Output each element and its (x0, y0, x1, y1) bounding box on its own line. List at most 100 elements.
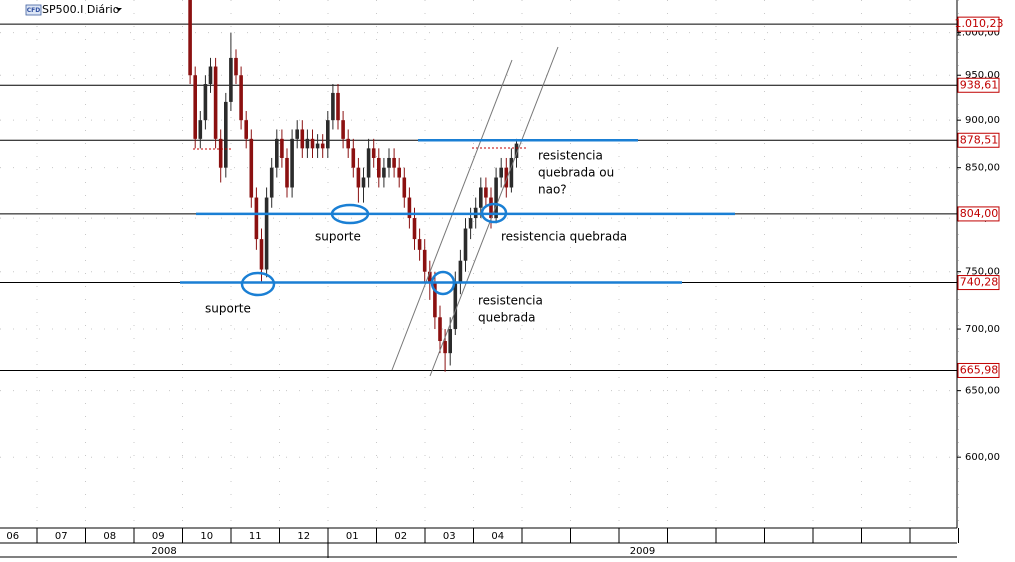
price-tag-label: 665,98 (960, 363, 999, 376)
year-label: 2008 (151, 546, 176, 557)
candle-body (315, 143, 320, 149)
x-tick-label: 11 (249, 531, 262, 542)
price-tag (957, 132, 1000, 148)
candle-body (198, 120, 203, 139)
candle-body (234, 57, 238, 76)
candle-body (468, 218, 473, 229)
candle-body (203, 84, 208, 121)
y-tick-label: 900,00 (965, 115, 1000, 126)
price-tag (957, 206, 1000, 222)
candle-body (509, 157, 514, 188)
x-tick-label: 02 (394, 531, 407, 542)
candle-body (259, 239, 264, 270)
candle-body (387, 157, 391, 168)
candle-body (377, 157, 381, 178)
candle-body (264, 197, 269, 270)
candle-body (208, 66, 213, 85)
candle-body (188, 0, 192, 76)
candle-body (453, 282, 458, 330)
candle-body (407, 197, 412, 219)
candle-body (351, 148, 356, 168)
candle-body (356, 167, 361, 188)
candle-body (371, 148, 376, 158)
x-tick-label: 07 (55, 531, 68, 542)
candle-body (280, 138, 284, 158)
candle-body (213, 66, 218, 139)
annotation: quebrada (478, 311, 535, 325)
candle-body (448, 329, 452, 354)
candle-body (382, 167, 386, 178)
candle-body (494, 177, 498, 219)
y-tick-label: 750,00 (965, 267, 1000, 278)
annotation: quebrada ou (538, 166, 614, 180)
year-label: 2009 (630, 546, 655, 557)
candle-body (463, 228, 468, 261)
chart-title: SP500.I Diário (42, 3, 120, 16)
price-tag-label: 938,61 (960, 78, 999, 91)
y-tick-label: 650,00 (965, 386, 1000, 397)
drawings (180, 46, 735, 377)
channel-line (429, 46, 559, 377)
candle-body (361, 177, 366, 188)
candle-body (479, 187, 483, 208)
annotation: suporte (205, 302, 251, 316)
candle-body (458, 260, 463, 283)
candle-body (443, 341, 447, 354)
candle-body (484, 187, 488, 198)
annotation: resistencia (478, 294, 543, 308)
candle-body (300, 129, 305, 149)
candle-body (269, 167, 274, 198)
candle-body (514, 143, 519, 158)
candle-body (326, 120, 330, 149)
x-tick-label: 09 (152, 531, 165, 542)
highlight-ellipse (240, 271, 276, 297)
x-tick-label: 08 (103, 531, 116, 542)
annotation: suporte (315, 230, 361, 244)
candle-body (305, 138, 310, 149)
candle-body (249, 138, 254, 198)
candle-body (331, 92, 335, 121)
badge (25, 4, 42, 16)
candle-body (224, 101, 228, 168)
x-tick-label: 06 (6, 531, 19, 542)
annotations: resistencia quebrada ou nao? resistencia qu… (205, 149, 627, 325)
candle-body (320, 143, 325, 149)
candle-body (218, 138, 223, 168)
price-tag-label: 1.010,23 (955, 17, 1004, 30)
candle-body (366, 148, 371, 178)
candle-body (412, 218, 417, 240)
x-tick-label: 01 (346, 531, 359, 542)
candle-body (336, 92, 340, 121)
y-tick-label: 600,00 (965, 452, 1000, 463)
candle-body (193, 75, 197, 139)
candle-body (433, 282, 437, 318)
price-tag-label: 740,28 (960, 276, 999, 289)
candle-body (422, 249, 427, 272)
candle-body (346, 138, 350, 149)
x-tick-label: 12 (297, 531, 310, 542)
candle-body (229, 57, 233, 102)
candle-body (392, 157, 396, 168)
candle-body (489, 197, 493, 219)
annotation: resistencia (538, 149, 603, 163)
candle-body (438, 317, 442, 342)
annotation: nao? (538, 183, 567, 197)
price-tag (957, 77, 1000, 93)
price-tag-label: 804,00 (960, 207, 999, 220)
candle-body (290, 138, 294, 188)
y-tick-label: 950,00 (965, 70, 1000, 81)
candle-body (295, 129, 299, 139)
candle-body (244, 120, 248, 139)
candle-body (310, 138, 315, 149)
price-tag (957, 275, 1000, 291)
candle-body (397, 167, 401, 178)
candle-body (285, 157, 289, 188)
price-tag (957, 16, 1000, 32)
candle-body (499, 167, 503, 178)
candle-body (428, 271, 432, 283)
dropdown-arrow[interactable] (116, 8, 122, 11)
